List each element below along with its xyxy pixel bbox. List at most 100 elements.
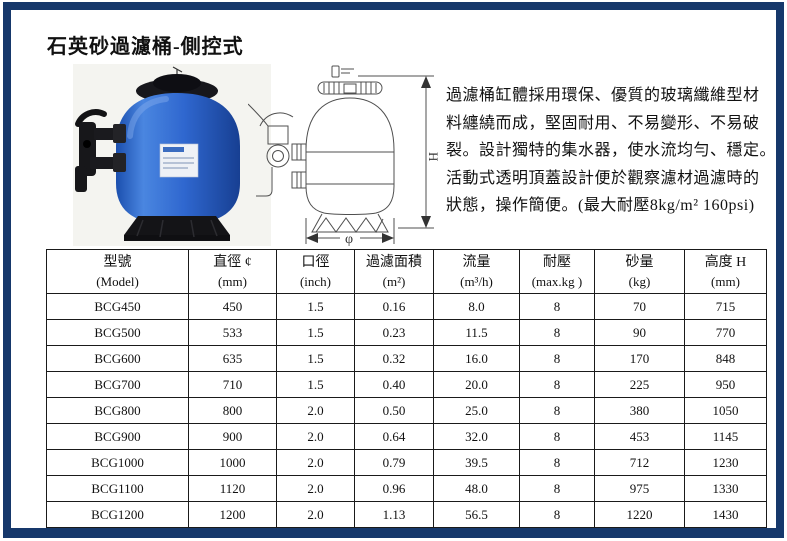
table-cell: 0.16 bbox=[354, 293, 434, 320]
table-cell: 8 bbox=[519, 345, 595, 372]
table-cell: 0.40 bbox=[354, 371, 434, 398]
table-cell: 770 bbox=[684, 319, 767, 346]
table-cell: 1230 bbox=[684, 449, 767, 476]
product-label bbox=[159, 143, 199, 178]
table-cell: 710 bbox=[188, 371, 277, 398]
table-cell: 2.0 bbox=[276, 475, 355, 502]
product-description: 過濾桶缸體採用環保、優質的玻璃纖維型材 料纏繞而成，堅固耐用、不易變形、不易破 … bbox=[446, 82, 782, 220]
table-cell: 1.5 bbox=[276, 345, 355, 372]
col-header-title: 直徑 ¢ bbox=[213, 255, 252, 270]
col-header-sand-weight: 砂量 (kg) bbox=[594, 249, 685, 294]
tank-outline bbox=[305, 97, 395, 215]
col-header-unit: (Model) bbox=[96, 274, 139, 289]
table-cell: 848 bbox=[684, 345, 767, 372]
table-cell: 0.96 bbox=[354, 475, 434, 502]
description-line: 活動式透明頂蓋設計便於觀察濾材過濾時的 bbox=[446, 169, 760, 187]
table-cell: 1145 bbox=[684, 423, 767, 450]
table-cell: 8 bbox=[519, 423, 595, 450]
height-dimension bbox=[358, 75, 434, 229]
threaded-collar bbox=[317, 81, 383, 95]
table-cell: 1430 bbox=[684, 501, 767, 528]
table-cell: 1.13 bbox=[354, 501, 434, 528]
multiport-valve bbox=[75, 109, 126, 192]
table-cell: 1.5 bbox=[276, 293, 355, 320]
page-border-frame: 石英砂過濾桶-側控式 bbox=[3, 2, 784, 538]
col-header-flow-rate: 流量 (m³/h) bbox=[433, 249, 520, 294]
table-cell: 2.0 bbox=[276, 449, 355, 476]
table-cell: 0.79 bbox=[354, 449, 434, 476]
table-cell: 2.0 bbox=[276, 423, 355, 450]
table-cell: 170 bbox=[594, 345, 685, 372]
table-cell: 380 bbox=[594, 397, 685, 424]
table-cell: BCG1100 bbox=[46, 475, 189, 502]
tank-highlight bbox=[127, 96, 169, 139]
col-header-title: 流量 bbox=[462, 255, 491, 270]
col-header-unit: (mm) bbox=[711, 274, 740, 289]
description-line: 料纏繞而成，堅固耐用、不易變形、不易破 bbox=[446, 114, 760, 132]
col-header-unit: (m²) bbox=[382, 274, 406, 289]
table-cell: 1.5 bbox=[276, 319, 355, 346]
table-row: BCG900 900 2.0 0.64 32.0 8 453 1145 bbox=[46, 423, 767, 450]
col-header-diameter: 直徑 ¢ (mm) bbox=[188, 249, 277, 294]
table-cell: 25.0 bbox=[433, 397, 520, 424]
col-header-height: 高度 H (mm) bbox=[684, 249, 767, 294]
table-cell: 950 bbox=[684, 371, 767, 398]
table-row: BCG600 635 1.5 0.32 16.0 8 170 848 bbox=[46, 345, 767, 372]
col-header-pipe-size: 口徑 (inch) bbox=[276, 249, 355, 294]
table-cell: 32.0 bbox=[433, 423, 520, 450]
table-cell: 11.5 bbox=[433, 319, 520, 346]
table-cell: BCG800 bbox=[46, 397, 189, 424]
table-cell: 0.23 bbox=[354, 319, 434, 346]
col-header-unit: (max.kg ) bbox=[531, 274, 583, 289]
table-cell: 712 bbox=[594, 449, 685, 476]
table-cell: 225 bbox=[594, 371, 685, 398]
table-cell: BCG450 bbox=[46, 293, 189, 320]
table-cell: 2.0 bbox=[276, 397, 355, 424]
col-header-title: 砂量 bbox=[625, 255, 654, 270]
page-title: 石英砂過濾桶-側控式 bbox=[47, 36, 244, 58]
col-header-unit: (kg) bbox=[628, 274, 651, 289]
col-header-model: 型號 (Model) bbox=[46, 249, 189, 294]
table-cell: 453 bbox=[594, 423, 685, 450]
spec-table: 型號 (Model) 直徑 ¢ (mm) 口徑 (inch) 過濾面積 (m²) 流量 (… bbox=[46, 249, 767, 528]
table-row: BCG1200 1200 2.0 1.13 56.5 8 1220 1430 bbox=[46, 501, 767, 528]
pressure-gauge bbox=[331, 65, 354, 78]
table-cell: 450 bbox=[188, 293, 277, 320]
table-cell: BCG700 bbox=[46, 371, 189, 398]
page-content: 石英砂過濾桶-側控式 bbox=[22, 20, 787, 538]
table-row: BCG1000 1000 2.0 0.79 39.5 8 712 1230 bbox=[46, 449, 767, 476]
table-cell: 20.0 bbox=[433, 371, 520, 398]
table-cell: 8.0 bbox=[433, 293, 520, 320]
table-row: BCG450 450 1.5 0.16 8.0 8 70 715 bbox=[46, 293, 767, 320]
table-cell: 8 bbox=[519, 475, 595, 502]
table-cell: 39.5 bbox=[433, 449, 520, 476]
table-cell: BCG500 bbox=[46, 319, 189, 346]
table-cell: 1220 bbox=[594, 501, 685, 528]
table-cell: 90 bbox=[594, 319, 685, 346]
tank-dimension-diagram: H φ bbox=[248, 65, 441, 247]
table-cell: BCG600 bbox=[46, 345, 189, 372]
table-cell: 0.50 bbox=[354, 397, 434, 424]
table-cell: 70 bbox=[594, 293, 685, 320]
table-cell: 635 bbox=[188, 345, 277, 372]
table-cell: 0.32 bbox=[354, 345, 434, 372]
table-cell: 0.64 bbox=[354, 423, 434, 450]
table-cell: 1050 bbox=[684, 397, 767, 424]
tank-base bbox=[124, 216, 230, 241]
table-cell: BCG900 bbox=[46, 423, 189, 450]
table-cell: 2.0 bbox=[276, 501, 355, 528]
table-row: BCG800 800 2.0 0.50 25.0 8 380 1050 bbox=[46, 397, 767, 424]
table-cell: 800 bbox=[188, 397, 277, 424]
col-header-unit: (mm) bbox=[218, 274, 247, 289]
table-header-row: 型號 (Model) 直徑 ¢ (mm) 口徑 (inch) 過濾面積 (m²) 流量 (… bbox=[46, 249, 767, 294]
col-header-title: 口徑 bbox=[301, 255, 330, 270]
table-cell: 533 bbox=[188, 319, 277, 346]
table-row: BCG500 533 1.5 0.23 11.5 8 90 770 bbox=[46, 319, 767, 346]
table-cell: 1120 bbox=[188, 475, 277, 502]
table-row: BCG1100 1120 2.0 0.96 48.0 8 975 1330 bbox=[46, 475, 767, 502]
description-line: 裂。設計獨特的集水器，使水流均勻、穩定。 bbox=[446, 142, 777, 159]
table-row: BCG700 710 1.5 0.40 20.0 8 225 950 bbox=[46, 371, 767, 398]
table-cell: 975 bbox=[594, 475, 685, 502]
col-header-pressure: 耐壓 (max.kg ) bbox=[519, 249, 595, 294]
col-header-unit: (inch) bbox=[299, 274, 332, 289]
